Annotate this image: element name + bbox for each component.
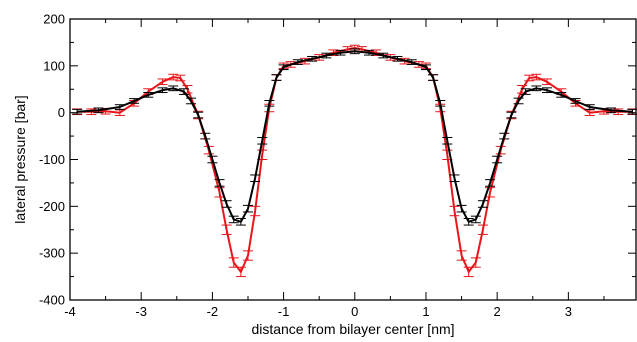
x-tick-label: -3 bbox=[135, 304, 147, 319]
error-bar bbox=[456, 204, 467, 213]
x-axis-title: distance from bilayer center [nm] bbox=[251, 321, 454, 337]
error-bar bbox=[72, 108, 83, 115]
error-bar bbox=[584, 104, 595, 110]
error-bar bbox=[114, 104, 125, 110]
error-bar bbox=[542, 78, 553, 86]
error-bar bbox=[307, 55, 318, 62]
error-bar bbox=[364, 49, 375, 56]
error-bar bbox=[556, 92, 567, 98]
error-bar bbox=[186, 97, 197, 105]
y-tick-label: -300 bbox=[39, 246, 65, 261]
error-bar bbox=[506, 111, 517, 119]
error-bar bbox=[264, 99, 275, 107]
error-bar bbox=[606, 107, 617, 114]
x-tick-label: 2 bbox=[494, 304, 501, 319]
y-tick-label: 0 bbox=[58, 105, 65, 120]
error-bar bbox=[542, 87, 553, 94]
error-bar bbox=[278, 64, 289, 71]
x-tick-label: 1 bbox=[422, 304, 429, 319]
tick-labels: -4 -3 -2 -1 0 1 2 3 -400 -300 -200 -100 0 100 200 bbox=[39, 12, 572, 320]
error-bar bbox=[456, 250, 467, 261]
error-bar bbox=[463, 218, 474, 226]
series-line bbox=[77, 50, 633, 223]
error-bar bbox=[221, 200, 232, 208]
y-tick-label: -100 bbox=[39, 152, 65, 167]
x-tick-label: 0 bbox=[351, 304, 358, 319]
x-tick-label: 3 bbox=[565, 304, 572, 319]
y-tick-label: -200 bbox=[39, 199, 65, 214]
error-bar bbox=[228, 215, 239, 224]
error-bar bbox=[420, 64, 431, 71]
error-bar bbox=[470, 215, 481, 224]
error-bar bbox=[193, 111, 204, 119]
error-bar bbox=[168, 85, 179, 92]
error-bar bbox=[349, 48, 360, 55]
error-bar bbox=[178, 88, 189, 95]
error-bar bbox=[428, 74, 439, 81]
error-bar bbox=[499, 132, 510, 140]
axis-ticks bbox=[69, 18, 636, 301]
error-bar bbox=[271, 74, 282, 81]
error-bar bbox=[520, 88, 531, 95]
error-bar bbox=[492, 155, 503, 164]
error-bar bbox=[214, 179, 225, 187]
error-bar bbox=[477, 200, 488, 208]
error-bar bbox=[485, 179, 496, 187]
error-bar bbox=[392, 55, 403, 62]
error-bar bbox=[321, 52, 332, 59]
error-bar bbox=[143, 92, 154, 98]
y-tick-label: 100 bbox=[43, 58, 65, 73]
error-bar bbox=[235, 266, 246, 278]
error-bar bbox=[531, 85, 542, 92]
error-bar bbox=[485, 187, 496, 198]
error-bar bbox=[449, 174, 460, 183]
error-bar bbox=[200, 132, 211, 140]
error-bar bbox=[292, 59, 303, 65]
x-tick-label: -1 bbox=[278, 304, 290, 319]
error-bar bbox=[235, 218, 246, 226]
error-bar bbox=[524, 74, 535, 82]
error-bar bbox=[335, 49, 346, 56]
series-layer bbox=[72, 44, 637, 278]
y-axis-title: lateral pressure [bar] bbox=[12, 95, 28, 223]
series-line bbox=[77, 47, 633, 273]
error-bar bbox=[477, 224, 488, 235]
series-2 bbox=[72, 48, 637, 226]
error-bar bbox=[242, 250, 253, 261]
error-bar bbox=[449, 205, 460, 217]
x-tick-label: -4 bbox=[64, 304, 76, 319]
error-bar bbox=[531, 73, 542, 81]
y-tick-label: -400 bbox=[39, 293, 65, 308]
error-bar bbox=[93, 107, 104, 114]
error-bar bbox=[207, 155, 218, 164]
error-bar bbox=[378, 52, 389, 59]
error-bar bbox=[214, 187, 225, 198]
error-bar bbox=[242, 204, 253, 213]
error-bar bbox=[470, 257, 481, 268]
error-bar bbox=[157, 87, 168, 94]
error-bar bbox=[435, 99, 446, 107]
error-bar bbox=[570, 98, 581, 104]
error-bar bbox=[513, 97, 524, 105]
error-bar bbox=[250, 205, 261, 217]
error-bar bbox=[406, 59, 417, 65]
error-bar bbox=[129, 98, 140, 104]
error-bar bbox=[168, 73, 179, 81]
error-bar bbox=[257, 136, 268, 145]
plot-frame bbox=[69, 18, 637, 301]
y-tick-label: 200 bbox=[43, 12, 65, 27]
error-bar bbox=[250, 174, 261, 183]
error-bar bbox=[442, 136, 453, 145]
error-bar bbox=[157, 78, 168, 86]
error-bar bbox=[175, 74, 186, 82]
x-tick-label: -2 bbox=[207, 304, 219, 319]
series-1 bbox=[72, 44, 637, 278]
error-bar bbox=[221, 224, 232, 235]
